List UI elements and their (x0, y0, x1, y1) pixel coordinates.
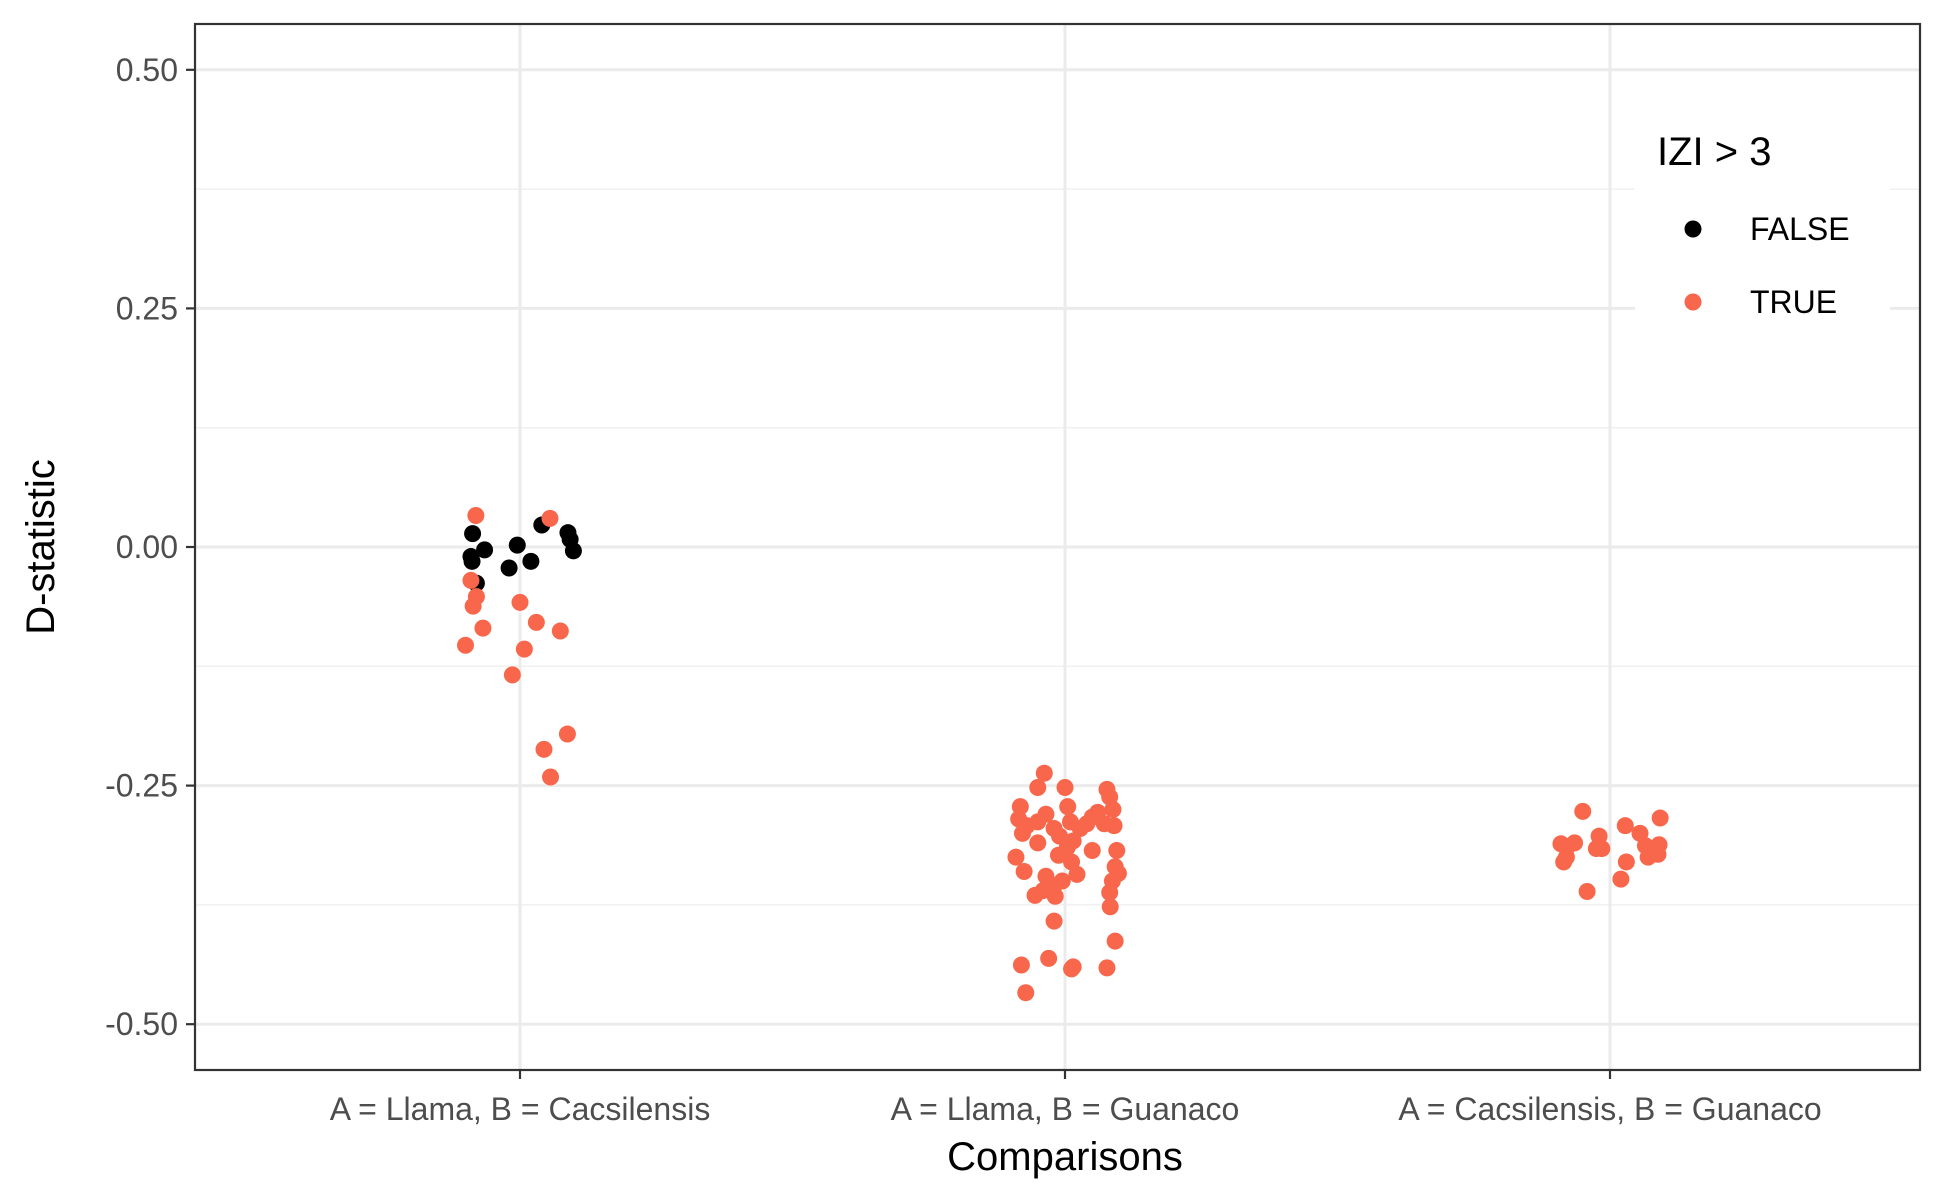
data-point-false (476, 541, 494, 559)
data-point-true (542, 768, 560, 786)
legend-background (1635, 118, 1890, 314)
data-point-true (1011, 798, 1029, 816)
data-point-true (1029, 834, 1047, 852)
data-point-false (464, 525, 482, 543)
data-point-true (558, 725, 576, 743)
data-point-true (1651, 809, 1669, 827)
data-point-true (1049, 846, 1067, 864)
data-point-true (1013, 824, 1031, 842)
data-point-true (1578, 883, 1596, 901)
data-point-true (464, 597, 482, 615)
x-tick-label: A = Llama, B = Cacsilensis (330, 1091, 711, 1127)
data-point-true (1105, 817, 1123, 835)
x-tick-label: A = Llama, B = Guanaco (891, 1091, 1240, 1127)
data-point-true (541, 509, 559, 527)
data-point-true (1056, 779, 1074, 797)
x-axis: A = Llama, B = Cacsilensis A = Llama, B =… (330, 1070, 1822, 1127)
data-point-true (1616, 817, 1634, 835)
data-point-true (515, 640, 533, 658)
data-point-true (1012, 956, 1030, 974)
data-point-true (1555, 853, 1573, 871)
data-point-true (1101, 883, 1119, 901)
data-point-true (1068, 865, 1086, 883)
data-point-true (467, 507, 485, 525)
data-point-true (1593, 840, 1611, 858)
data-point-true (1108, 841, 1126, 859)
data-point-false (564, 542, 582, 560)
y-tick-label: 0.25 (116, 290, 178, 326)
data-point-true (1029, 779, 1047, 797)
legend: IZI > 3 FALSE TRUE (1635, 118, 1890, 320)
x-axis-title: Comparisons (947, 1135, 1183, 1179)
data-point-true (503, 666, 521, 684)
data-point-true (1101, 898, 1119, 916)
data-point-true (1017, 984, 1035, 1002)
data-point-true (1071, 820, 1089, 838)
data-point-false (500, 559, 518, 577)
y-tick-label: -0.25 (105, 768, 178, 804)
y-axis-title: D-statistic (19, 459, 63, 635)
data-point-true (474, 619, 492, 637)
data-point-true (1059, 798, 1077, 816)
data-point-true (1083, 841, 1101, 859)
y-axis: 0.50 0.25 0.00 -0.25 -0.50 (105, 52, 195, 1042)
data-point-false (522, 552, 540, 570)
data-point-true (1035, 764, 1053, 782)
data-point-false (508, 536, 526, 554)
data-point-true (1046, 887, 1064, 905)
data-point-true (511, 593, 529, 611)
data-point-true (1064, 958, 1082, 976)
legend-title: IZI > 3 (1657, 130, 1772, 174)
data-point-false (463, 552, 481, 570)
data-point-true (1098, 959, 1116, 977)
y-tick-label: 0.50 (116, 52, 178, 88)
y-tick-label: -0.50 (105, 1006, 178, 1042)
data-point-true (1045, 912, 1063, 930)
data-point-true (1106, 932, 1124, 950)
minor-gridlines (195, 188, 1920, 906)
data-point-true (1574, 802, 1592, 820)
legend-label-false: FALSE (1750, 211, 1850, 247)
y-tick-label: 0.00 (116, 529, 178, 565)
data-point-true (1040, 949, 1058, 967)
legend-key-true (1684, 293, 1702, 311)
data-point-true (1007, 848, 1025, 866)
data-points (457, 507, 1669, 1002)
data-point-true (457, 636, 474, 654)
data-point-true (1649, 845, 1667, 863)
data-point-true (535, 740, 553, 758)
data-point-true (1612, 870, 1630, 888)
data-point-true (462, 571, 480, 589)
data-point-true (527, 613, 545, 631)
data-point-true (1026, 886, 1044, 904)
legend-key-false (1684, 220, 1702, 238)
legend-label-true: TRUE (1750, 284, 1837, 320)
data-point-true (1015, 862, 1033, 880)
x-tick-label: A = Cacsilensis, B = Guanaco (1398, 1091, 1821, 1127)
legend-entries: FALSE TRUE (1684, 211, 1850, 320)
data-point-true (551, 622, 569, 640)
data-point-true (1617, 853, 1635, 871)
data-point-true (1104, 800, 1122, 818)
